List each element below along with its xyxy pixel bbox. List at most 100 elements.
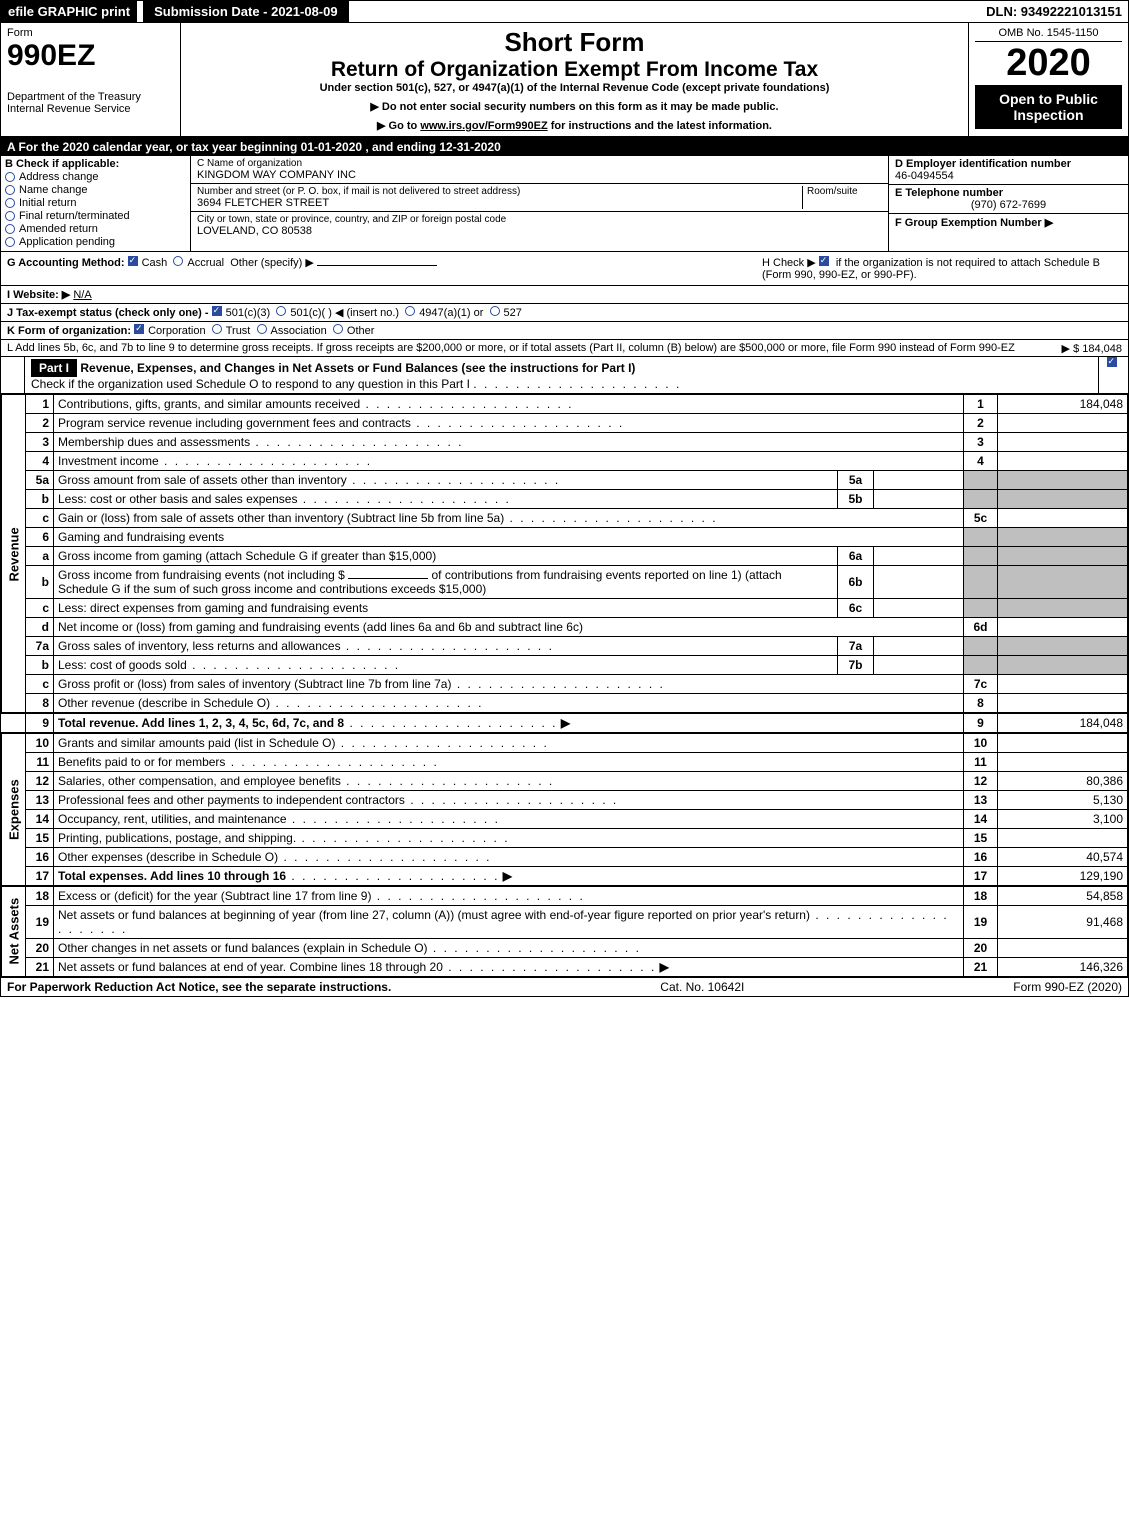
section-def: D Employer identification number 46-0494… [888, 156, 1128, 251]
radio-icon [5, 185, 15, 195]
irs-link[interactable]: www.irs.gov/Form990EZ [420, 120, 547, 132]
shaded-cell [964, 471, 998, 490]
instr-prefix: ▶ Go to [377, 120, 420, 132]
check-amended-return[interactable]: Amended return [5, 223, 186, 235]
other-specify-label: Other (specify) ▶ [230, 257, 314, 269]
sched-o-checkbox-icon[interactable] [1107, 357, 1117, 367]
corp-checkbox-icon[interactable] [134, 324, 144, 334]
check-address-change[interactable]: Address change [5, 171, 186, 183]
form-org-label: K Form of organization: [7, 325, 131, 337]
501c3-checkbox-icon[interactable] [212, 306, 222, 316]
dots-icon [344, 716, 557, 730]
tax-exempt-label: J Tax-exempt status (check only one) - [7, 307, 209, 319]
dots-icon [473, 377, 681, 391]
street-label: Number and street (or P. O. box, if mail… [197, 186, 802, 197]
527-radio-icon[interactable] [490, 306, 500, 316]
l-amount: ▶ $ 184,048 [1062, 342, 1122, 355]
street-cell: Number and street (or P. O. box, if mail… [191, 184, 888, 212]
dots-icon [341, 774, 554, 788]
under-section: Under section 501(c), 527, or 4947(a)(1)… [189, 82, 960, 94]
dots-icon [347, 473, 560, 487]
other-specify-input[interactable] [317, 265, 437, 266]
4947-label: 4947(a)(1) or [419, 307, 483, 319]
arrow-icon: ▶ [660, 960, 669, 974]
line-5c: c Gain or (loss) from sale of assets oth… [2, 509, 1128, 528]
cash-checkbox-icon[interactable] [128, 256, 138, 266]
dots-icon [225, 755, 438, 769]
line-4: 4 Investment income 4 [2, 452, 1128, 471]
assoc-label: Association [271, 325, 327, 337]
section-b: B Check if applicable: Address change Na… [1, 156, 191, 251]
accounting-method-label: G Accounting Method: [7, 257, 125, 269]
line-6a: a Gross income from gaming (attach Sched… [2, 547, 1128, 566]
dots-icon [371, 889, 584, 903]
website-label: I Website: ▶ [7, 289, 70, 301]
shaded-cell [998, 471, 1128, 490]
line-5a: 5a Gross amount from sale of assets othe… [2, 471, 1128, 490]
part1-sched-o-note: Check if the organization used Schedule … [31, 377, 470, 391]
line-1: Revenue 1 Contributions, gifts, grants, … [2, 395, 1128, 414]
omb-number: OMB No. 1545-1150 [975, 25, 1122, 42]
short-form-title: Short Form [189, 27, 960, 58]
dots-icon [287, 812, 500, 826]
line-17: 17 Total expenses. Add lines 10 through … [2, 867, 1128, 887]
website-value: N/A [73, 289, 91, 301]
line-value: 184,048 [998, 395, 1128, 414]
h-suffix: if the organization is not required to a… [836, 257, 1100, 269]
topbar-left: efile GRAPHIC print Submission Date - 20… [1, 1, 349, 22]
line-12: 12 Salaries, other compensation, and emp… [2, 772, 1128, 791]
part1-title-cell: Part I Revenue, Expenses, and Changes in… [25, 357, 1098, 393]
dots-icon [335, 736, 548, 750]
line-19: 19 Net assets or fund balances at beginn… [2, 906, 1128, 939]
dots-icon [504, 511, 717, 525]
efile-print-button[interactable]: efile GRAPHIC print [1, 1, 137, 22]
check-application-pending[interactable]: Application pending [5, 236, 186, 248]
trust-radio-icon[interactable] [212, 324, 222, 334]
assoc-radio-icon[interactable] [257, 324, 267, 334]
4947-radio-icon[interactable] [405, 306, 415, 316]
submission-date-badge: Submission Date - 2021-08-09 [143, 1, 349, 22]
ein-label: D Employer identification number [895, 158, 1122, 170]
line-21: 21 Net assets or fund balances at end of… [2, 958, 1128, 977]
501c-radio-icon[interactable] [276, 306, 286, 316]
dots-icon [250, 435, 463, 449]
instr-suffix: for instructions and the latest informat… [551, 120, 772, 132]
section-i: I Website: ▶ N/A [1, 286, 1128, 304]
group-exemption-cell: F Group Exemption Number ▶ [889, 214, 1128, 231]
part1-title: Revenue, Expenses, and Changes in Net As… [80, 361, 635, 375]
check-name-change[interactable]: Name change [5, 184, 186, 196]
line-6d: d Net income or (loss) from gaming and f… [2, 618, 1128, 637]
schedule-b-checkbox-icon[interactable] [819, 256, 829, 266]
check-final-return[interactable]: Final return/terminated [5, 210, 186, 222]
dots-icon [341, 639, 554, 653]
dots-icon [411, 416, 624, 430]
h-form-note: (Form 990, 990-EZ, or 990-PF). [762, 269, 917, 281]
line-18: Net Assets 18 Excess or (deficit) for th… [2, 886, 1128, 906]
line-8: 8 Other revenue (describe in Schedule O)… [2, 694, 1128, 714]
check-initial-return[interactable]: Initial return [5, 197, 186, 209]
other-org-label: Other [347, 325, 375, 337]
section-l: L Add lines 5b, 6c, and 7b to line 9 to … [1, 340, 1128, 357]
revenue-sidelabel: Revenue [2, 395, 26, 714]
accrual-radio-icon[interactable] [173, 256, 183, 266]
dots-icon [296, 831, 509, 845]
org-name-cell: C Name of organization KINGDOM WAY COMPA… [191, 156, 888, 184]
line-7a: 7a Gross sales of inventory, less return… [2, 637, 1128, 656]
page-footer: For Paperwork Reduction Act Notice, see … [1, 977, 1128, 996]
501c3-label: 501(c)(3) [226, 307, 271, 319]
city-value: LOVELAND, CO 80538 [197, 225, 882, 237]
dots-icon [270, 696, 483, 710]
org-name: KINGDOM WAY COMPANY INC [197, 169, 882, 181]
section-k: K Form of organization: Corporation Trus… [1, 322, 1128, 340]
form-label: Form [7, 27, 174, 39]
contrib-input[interactable] [348, 578, 428, 579]
radio-icon [5, 172, 15, 182]
expenses-sidelabel: Expenses [2, 733, 26, 886]
other-radio-icon[interactable] [333, 324, 343, 334]
line-15: 15 Printing, publications, postage, and … [2, 829, 1128, 848]
arrow-icon: ▶ [561, 716, 570, 730]
part1-badge: Part I [31, 359, 77, 377]
room-label: Room/suite [807, 186, 882, 197]
line-9: 9 Total revenue. Add lines 1, 2, 3, 4, 5… [2, 713, 1128, 733]
irs-label: Internal Revenue Service [7, 103, 174, 115]
